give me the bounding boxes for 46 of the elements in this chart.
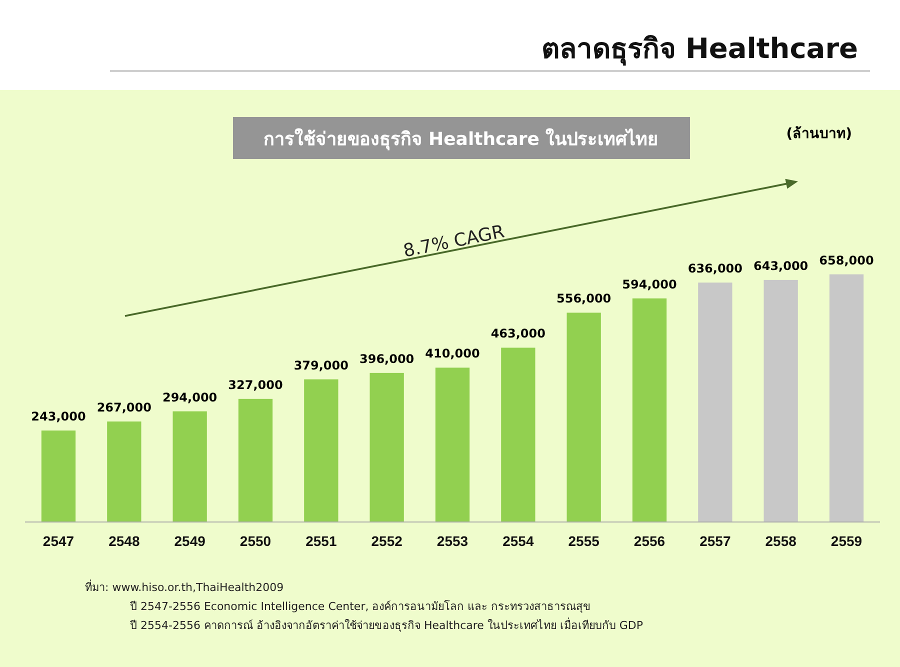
bar (566, 312, 601, 522)
x-tick-label: 2553 (436, 532, 468, 549)
x-tick-label: 2547 (42, 532, 74, 549)
x-tick-label: 2548 (108, 532, 140, 549)
data-label: 379,000 (294, 358, 348, 372)
data-label: 463,000 (490, 326, 546, 341)
x-tick-label: 2549 (174, 532, 206, 549)
bar (238, 398, 273, 522)
data-label: 410,000 (425, 346, 480, 361)
bar (172, 411, 207, 522)
bar (370, 372, 404, 522)
data-label: 327,000 (228, 378, 283, 392)
data-label: 243,000 (31, 410, 86, 424)
x-tick-label: 2559 (830, 532, 862, 549)
text: ปี 2554-2556 คาดการณ์ อ้างอิงจากอัตราค่าใช้จ่ายของธุรกิจ Healthcare ในประเทศไทย เมื่อเทียบกับ GDP (129, 617, 644, 632)
text: 8.7% CAGR (402, 221, 506, 262)
chart-subtitle: การใช้จ่ายของธุรกิจ Healthcare ในประเทศไทย (263, 128, 659, 151)
text: ปี 2547-2556 Economic Intelligence Center, องค์การอนามัยโลก และ กระทรวงสาธารณสุข (129, 599, 592, 613)
bar (435, 368, 470, 522)
bar (501, 348, 536, 522)
data-label: 294,000 (162, 390, 218, 404)
data-label: 594,000 (622, 277, 677, 292)
bar (698, 282, 732, 522)
data-label: 267,000 (96, 400, 152, 414)
x-tick-label: 2551 (306, 532, 337, 549)
x-tick-label: 2550 (240, 532, 272, 549)
chart-title: ตลาดธุรกิจ Healthcare (542, 32, 858, 66)
data-label: 636,000 (688, 262, 742, 276)
bar (304, 379, 338, 522)
data-label: 556,000 (556, 292, 612, 306)
bar (41, 430, 76, 522)
text: (ล้านบาท) (786, 126, 852, 142)
x-tick-label: 2557 (700, 532, 731, 549)
bar (632, 298, 667, 522)
x-tick-label: 2554 (502, 532, 534, 549)
x-tick-label: 2556 (634, 532, 666, 549)
text: ที่มา: www.hiso.or.th,ThaiHealth2009 (85, 579, 284, 594)
data-label: 643,000 (754, 258, 808, 273)
x-tick-label: 2558 (765, 532, 797, 549)
x-tick-label: 2555 (568, 532, 600, 549)
bar (829, 274, 864, 522)
x-tick-label: 2552 (371, 532, 403, 549)
data-label: 658,000 (819, 253, 874, 268)
data-label: 396,000 (360, 352, 414, 366)
bar (764, 280, 798, 522)
bar (107, 421, 142, 522)
